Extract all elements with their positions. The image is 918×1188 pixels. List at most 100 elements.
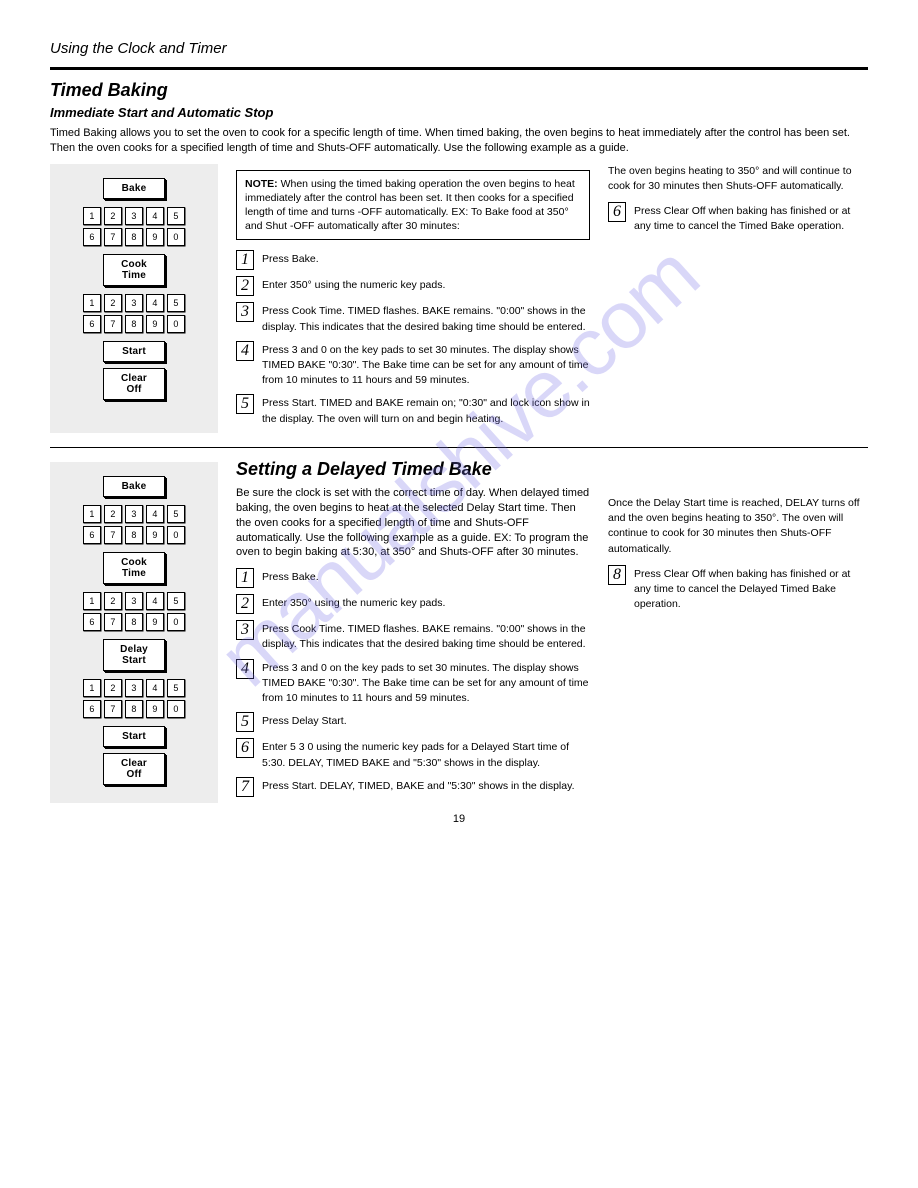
bake-button[interactable]: Bake xyxy=(103,178,165,199)
divider-top xyxy=(50,67,868,70)
step-num: 4 xyxy=(236,659,254,679)
key-3[interactable]: 3 xyxy=(125,592,143,610)
key-3[interactable]: 3 xyxy=(125,294,143,312)
key-4[interactable]: 4 xyxy=(146,505,164,523)
key-2[interactable]: 2 xyxy=(104,294,122,312)
step-num: 2 xyxy=(236,276,254,296)
key-8[interactable]: 8 xyxy=(125,228,143,246)
key-5[interactable]: 5 xyxy=(167,679,185,697)
clearoff-button[interactable]: Clear Off xyxy=(103,368,165,400)
key-9[interactable]: 9 xyxy=(146,315,164,333)
step-num: 5 xyxy=(236,394,254,414)
key-0[interactable]: 0 xyxy=(167,526,185,544)
section1-right-intro: The oven begins heating to 350° and will… xyxy=(608,164,868,194)
key-0[interactable]: 0 xyxy=(167,700,185,718)
section2-right-intro: Once the Delay Start time is reached, DE… xyxy=(608,496,868,557)
step-num: 5 xyxy=(236,712,254,732)
cooktime-button[interactable]: Cook Time xyxy=(103,254,165,286)
key-0[interactable]: 0 xyxy=(167,613,185,631)
section1-intro: Timed Baking allows you to set the oven … xyxy=(50,126,868,156)
key-8[interactable]: 8 xyxy=(125,613,143,631)
step-num: 8 xyxy=(608,565,626,585)
key-8[interactable]: 8 xyxy=(125,526,143,544)
key-4[interactable]: 4 xyxy=(146,592,164,610)
key-1[interactable]: 1 xyxy=(83,294,101,312)
keypad-2a: 1 2 3 4 5 6 7 8 9 0 xyxy=(83,505,185,544)
key-3[interactable]: 3 xyxy=(125,207,143,225)
key-2[interactable]: 2 xyxy=(104,592,122,610)
key-1[interactable]: 1 xyxy=(83,207,101,225)
key-4[interactable]: 4 xyxy=(146,679,164,697)
step-text: Press Cook Time. TIMED flashes. BAKE rem… xyxy=(262,302,590,334)
step-text: Enter 350° using the numeric key pads. xyxy=(262,594,445,614)
key-9[interactable]: 9 xyxy=(146,613,164,631)
key-6[interactable]: 6 xyxy=(83,315,101,333)
key-5[interactable]: 5 xyxy=(167,294,185,312)
step-text: Press Delay Start. xyxy=(262,712,347,732)
step-text: Press Clear Off when baking has finished… xyxy=(634,202,868,234)
key-7[interactable]: 7 xyxy=(104,526,122,544)
page-number: 19 xyxy=(50,813,868,825)
section1-row: Bake 1 2 3 4 5 6 7 8 9 0 Cook Time 1 2 3 xyxy=(50,164,868,433)
key-2[interactable]: 2 xyxy=(104,207,122,225)
key-4[interactable]: 4 xyxy=(146,294,164,312)
key-2[interactable]: 2 xyxy=(104,505,122,523)
key-6[interactable]: 6 xyxy=(83,613,101,631)
key-6[interactable]: 6 xyxy=(83,228,101,246)
key-5[interactable]: 5 xyxy=(167,207,185,225)
key-3[interactable]: 3 xyxy=(125,679,143,697)
section2-steps-left: Setting a Delayed Timed Bake Be sure the… xyxy=(236,456,590,803)
key-0[interactable]: 0 xyxy=(167,315,185,333)
step-text: Press Start. DELAY, TIMED, BAKE and "5:3… xyxy=(262,777,575,797)
bake-button[interactable]: Bake xyxy=(103,476,165,497)
step-text: Press 3 and 0 on the key pads to set 30 … xyxy=(262,341,590,389)
section1-panel: Bake 1 2 3 4 5 6 7 8 9 0 Cook Time 1 2 3 xyxy=(50,164,218,433)
key-1[interactable]: 1 xyxy=(83,679,101,697)
section1-steps-right: The oven begins heating to 350° and will… xyxy=(608,164,868,433)
key-9[interactable]: 9 xyxy=(146,228,164,246)
section2-title: Setting a Delayed Timed Bake xyxy=(236,456,590,482)
start-button[interactable]: Start xyxy=(103,726,165,747)
section2-row: Bake 1 2 3 4 5 6 7 8 9 0 Cook Time 1 2 3 xyxy=(50,456,868,803)
key-7[interactable]: 7 xyxy=(104,613,122,631)
step-num: 7 xyxy=(236,777,254,797)
section2-panel: Bake 1 2 3 4 5 6 7 8 9 0 Cook Time 1 2 3 xyxy=(50,462,218,803)
key-1[interactable]: 1 xyxy=(83,592,101,610)
key-6[interactable]: 6 xyxy=(83,526,101,544)
key-5[interactable]: 5 xyxy=(167,505,185,523)
section2-steps-right: Once the Delay Start time is reached, DE… xyxy=(608,456,868,803)
keypad-2c: 1 2 3 4 5 6 7 8 9 0 xyxy=(83,679,185,718)
key-7[interactable]: 7 xyxy=(104,700,122,718)
cooktime-button[interactable]: Cook Time xyxy=(103,552,165,584)
key-9[interactable]: 9 xyxy=(146,700,164,718)
key-6[interactable]: 6 xyxy=(83,700,101,718)
key-2[interactable]: 2 xyxy=(104,679,122,697)
clearoff-button[interactable]: Clear Off xyxy=(103,753,165,785)
key-0[interactable]: 0 xyxy=(167,228,185,246)
keypad-2b: 1 2 3 4 5 6 7 8 9 0 xyxy=(83,592,185,631)
key-8[interactable]: 8 xyxy=(125,315,143,333)
step-text: Press Start. TIMED and BAKE remain on; "… xyxy=(262,394,590,426)
step-num: 1 xyxy=(236,568,254,588)
key-7[interactable]: 7 xyxy=(104,228,122,246)
step-num: 1 xyxy=(236,250,254,270)
key-3[interactable]: 3 xyxy=(125,505,143,523)
page-heading: Using the Clock and Timer xyxy=(50,40,868,57)
step-text: Press Cook Time. TIMED flashes. BAKE rem… xyxy=(262,620,590,652)
key-1[interactable]: 1 xyxy=(83,505,101,523)
key-9[interactable]: 9 xyxy=(146,526,164,544)
step-text: Press 3 and 0 on the key pads to set 30 … xyxy=(262,659,590,707)
section1-subtitle: Immediate Start and Automatic Stop xyxy=(50,105,868,120)
step-num: 4 xyxy=(236,341,254,361)
keypad-1b: 1 2 3 4 5 6 7 8 9 0 xyxy=(83,294,185,333)
key-5[interactable]: 5 xyxy=(167,592,185,610)
step-text: Press Clear Off when baking has finished… xyxy=(634,565,868,613)
delaystart-button[interactable]: Delay Start xyxy=(103,639,165,671)
step-text: Enter 5 3 0 using the numeric key pads f… xyxy=(262,738,590,770)
key-7[interactable]: 7 xyxy=(104,315,122,333)
key-8[interactable]: 8 xyxy=(125,700,143,718)
start-button[interactable]: Start xyxy=(103,341,165,362)
step-text: Enter 350° using the numeric key pads. xyxy=(262,276,445,296)
key-4[interactable]: 4 xyxy=(146,207,164,225)
divider-mid xyxy=(50,447,868,448)
